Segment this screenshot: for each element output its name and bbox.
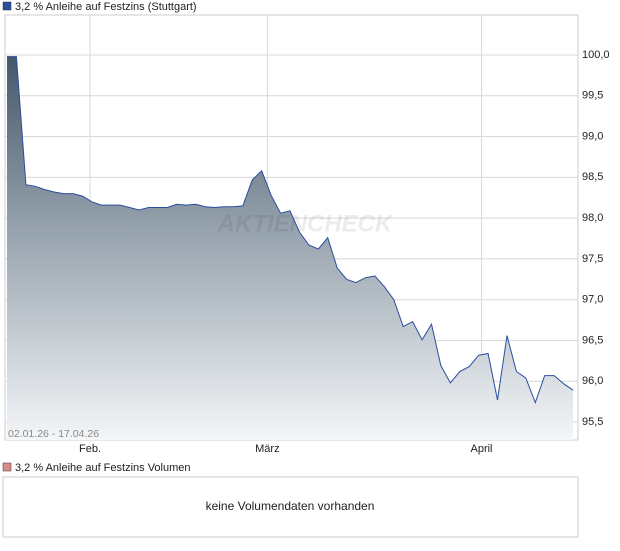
watermark: AKTIENCHECK <box>217 210 394 237</box>
y-tick-label: 97,0 <box>582 294 603 306</box>
y-tick-label: 99,5 <box>582 90 603 102</box>
y-tick-label: 98,5 <box>582 171 603 183</box>
x-tick-label: Feb. <box>79 443 101 455</box>
price-line <box>7 56 574 404</box>
y-tick-label: 96,5 <box>582 334 603 346</box>
y-tick-label: 98,0 <box>582 212 603 224</box>
y-tick-label: 99,0 <box>582 130 603 142</box>
volume-message: keine Volumendaten vorhanden <box>206 499 375 513</box>
y-tick-label: 97,5 <box>582 253 603 265</box>
area-fill <box>7 56 573 440</box>
y-tick-label: 95,5 <box>582 416 603 428</box>
y-tick-label: 96,0 <box>582 375 603 387</box>
x-tick-label: März <box>255 443 279 455</box>
date-range: 02.01.26 - 17.04.26 <box>8 428 99 440</box>
y-tick-label: 100,0 <box>582 49 610 61</box>
chart-title: 3,2 % Anleihe auf Festzins (Stuttgart) <box>15 1 197 13</box>
legend-swatch <box>2 462 12 472</box>
volume-panel <box>2 476 579 538</box>
volume-title: 3,2 % Anleihe auf Festzins Volumen <box>15 462 191 474</box>
legend-swatch <box>2 1 12 11</box>
x-tick-label: April <box>470 443 492 455</box>
